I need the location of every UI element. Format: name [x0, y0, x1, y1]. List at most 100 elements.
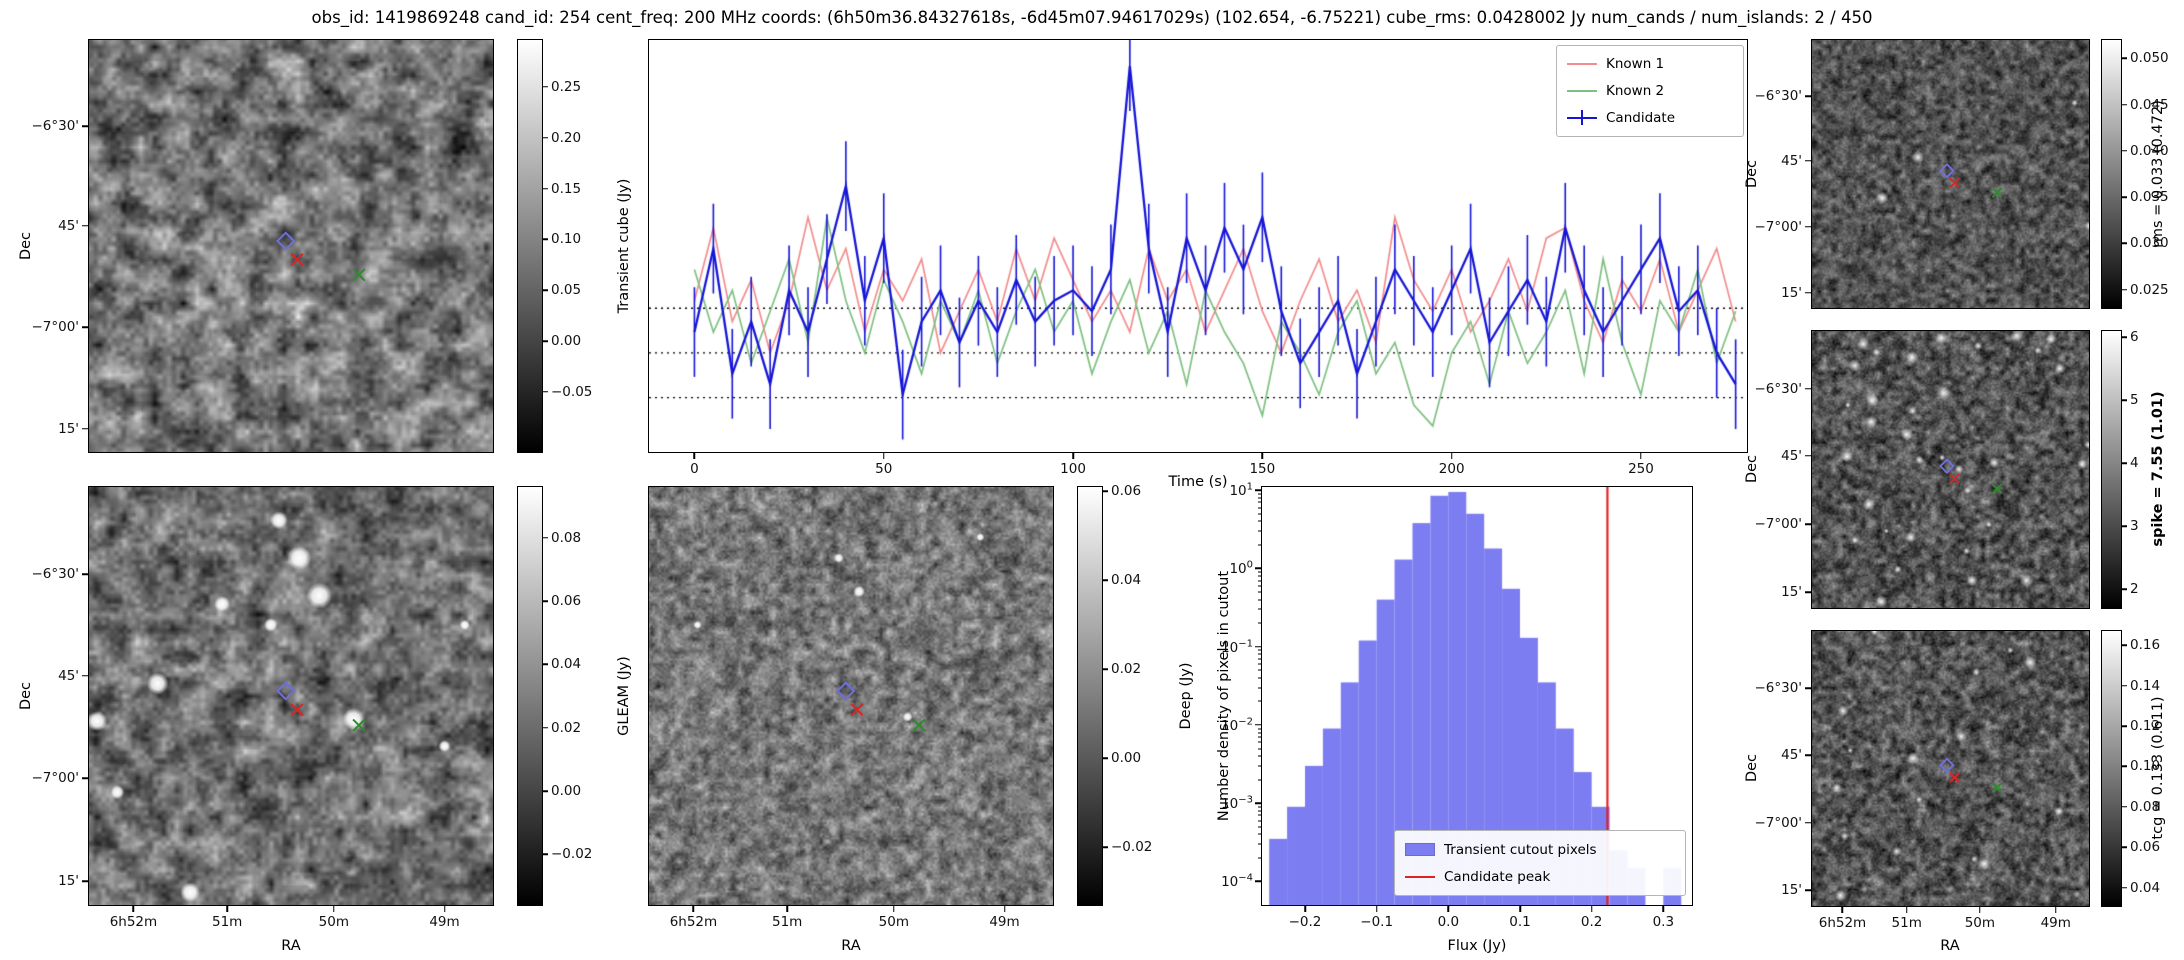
- colorbar-tick-label: 0.040: [2130, 142, 2169, 159]
- colorbar-tick-label: 0.02: [551, 719, 582, 736]
- density-minor-tick-mark: [1258, 677, 1262, 679]
- colorbar-tick-label: 0.20: [551, 129, 582, 146]
- flux-tick-mark: [1519, 905, 1521, 912]
- flux-axis-label: Flux (Jy): [1447, 938, 1507, 954]
- dec-tick-mark: [1805, 291, 1812, 294]
- legend-entry-candidate-peak: Candidate peak: [1405, 869, 1675, 885]
- dec-tick-label: 15': [58, 873, 79, 890]
- dec-axis-label: Dec: [1744, 753, 1760, 783]
- dec-axis-label: Dec: [1744, 159, 1760, 189]
- time-axis-label: Time (s): [1168, 474, 1228, 490]
- legend-entry-cutout-pixels: Transient cutout pixels: [1405, 842, 1675, 858]
- colorbar-tick-mark: [2121, 588, 2127, 590]
- colorbar-tick-mark: [1102, 579, 1108, 582]
- colorbar-tick-mark: [542, 853, 548, 856]
- colorbar-tick-mark: [542, 86, 548, 88]
- dec-tick-label: −6°30': [1754, 680, 1802, 697]
- dec-tick-mark: [82, 427, 89, 430]
- candidate-peak-line-sample: [1405, 869, 1435, 884]
- dec-tick-mark: [82, 674, 89, 677]
- density-tick-label: 10−1: [1221, 637, 1253, 656]
- time-tick-mark: [1450, 452, 1453, 459]
- density-minor-tick-mark: [1258, 765, 1262, 767]
- ra-tick-mark: [2055, 906, 2057, 913]
- gleam-cutout-panel: −6°30' 45' −7°00' 15' 6h52m 51m 50m 49m: [31, 486, 494, 930]
- density-minor-tick-mark: [1258, 580, 1262, 582]
- colorbar-tick-mark: [2121, 725, 2127, 727]
- time-tick-mark: [1640, 452, 1642, 459]
- deep-cutout-panel: 6h52m 51m 50m 49m: [648, 486, 1054, 930]
- dec-tick-mark: [1805, 388, 1812, 390]
- colorbar-tick-mark: [542, 726, 548, 729]
- colorbar-tick-label: 0.025: [2130, 281, 2169, 298]
- colorbar-tick-label: 0.06: [551, 593, 582, 609]
- colorbar-tick-mark: [542, 289, 548, 291]
- time-tick-label: 0: [690, 461, 699, 477]
- deep-cutout-image: [649, 487, 1053, 905]
- colorbar-tick-mark: [2121, 288, 2127, 291]
- time-tick-mark: [882, 452, 885, 459]
- colorbar-tick-label: 0.06: [1111, 483, 1142, 500]
- dec-tick-label: 45': [1781, 447, 1802, 464]
- density-minor-tick-mark: [1258, 599, 1262, 601]
- deep-colorbar: 0.06 0.04 0.02 0.00 −0.02: [1077, 483, 1152, 906]
- density-minor-tick-mark: [1258, 507, 1262, 509]
- legend-label-candidate-peak: Candidate peak: [1444, 868, 1551, 885]
- density-minor-tick-mark: [1258, 493, 1262, 495]
- deep-colorbar-label: Deep (Jy): [1178, 662, 1194, 730]
- colorbar-tick-mark: [2121, 846, 2127, 849]
- colorbar-tick-label: 3: [2130, 518, 2139, 535]
- ra-axis-label: RA: [1940, 938, 1960, 954]
- flux-tick-mark: [1375, 905, 1378, 912]
- colorbar-tick-mark: [2121, 644, 2127, 646]
- dec-tick-label: 15': [1781, 584, 1802, 601]
- ra-tick-label: 51m: [771, 914, 803, 930]
- dec-tick-mark: [82, 880, 89, 882]
- density-tick-mark: [1255, 489, 1262, 491]
- legend-entry-candidate: Candidate: [1567, 110, 1733, 126]
- density-minor-tick-mark: [1258, 571, 1262, 573]
- dec-tick-mark: [1805, 160, 1812, 162]
- dec-tick-label: 15': [58, 420, 79, 437]
- colorbar-tick-label: 2: [2130, 581, 2139, 598]
- figure-title: obs_id: 1419869248 cand_id: 254 cent_fre…: [311, 8, 1873, 27]
- legend-entry-known2: Known 2: [1567, 83, 1733, 99]
- density-minor-tick-mark: [1258, 728, 1262, 730]
- time-tick-label: 200: [1438, 461, 1465, 477]
- flux-tick-mark: [1590, 905, 1593, 912]
- flux-tick-label: −0.1: [1360, 914, 1394, 930]
- colorbar-tick-mark: [2121, 150, 2127, 152]
- density-minor-tick-mark: [1258, 741, 1262, 743]
- density-minor-tick-mark: [1258, 501, 1262, 503]
- ra-tick-mark: [1905, 906, 1908, 913]
- legend-label-known2: Known 2: [1606, 82, 1665, 99]
- tcg-cutout-image: [1812, 631, 2089, 906]
- lightcurve-legend: Known 1 Known 2 Candidate: [1556, 45, 1744, 137]
- colorbar-tick-label: 4: [2130, 455, 2139, 472]
- legend-label-candidate: Candidate: [1606, 109, 1676, 126]
- density-minor-tick-mark: [1258, 833, 1262, 835]
- density-tick-label: 100: [1229, 559, 1253, 578]
- dec-tick-label: −6°30': [31, 118, 79, 135]
- spike-cutout-panel: −6°30' 45' −7°00' 15': [1754, 330, 2090, 609]
- colorbar-tick-label: 0.02: [1111, 661, 1142, 678]
- dec-tick-label: −6°30': [1754, 380, 1802, 397]
- candidate-peak-line-glyph: [1405, 875, 1435, 878]
- spike-cutout-image: [1812, 331, 2089, 608]
- density-tick-label: 10−4: [1221, 872, 1253, 891]
- spike-colorbar: 6 5 4 3 2: [2101, 329, 2139, 609]
- ra-tick-mark: [226, 905, 228, 912]
- colorbar-tick-label: 0.10: [551, 231, 582, 248]
- density-minor-tick-mark: [1258, 843, 1262, 845]
- dec-tick-mark: [1805, 754, 1812, 756]
- histogram-legend: Transient cutout pixels Candidate peak: [1394, 830, 1686, 896]
- colorbar-tick-label: 0.04: [2130, 879, 2161, 896]
- dec-tick-mark: [1805, 889, 1812, 892]
- time-tick-label: 250: [1628, 461, 1654, 477]
- dec-axis-label: Dec: [18, 231, 34, 261]
- colorbar-tick-mark: [542, 600, 548, 602]
- colorbar-tick-mark: [2121, 57, 2127, 60]
- rms-colorbar: 0.050 0.045 0.040 0.035 0.030 0.025: [2101, 39, 2169, 309]
- candidate-errorbar-sample: [1567, 110, 1597, 126]
